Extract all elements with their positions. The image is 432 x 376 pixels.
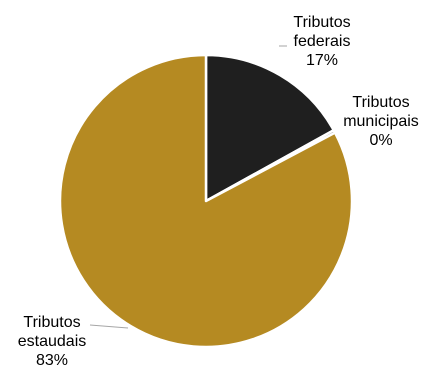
slice-tributos-federais — [204, 53, 335, 203]
slices-layer — [58, 53, 354, 349]
label-tributos-municipais-name: Tributos — [352, 94, 409, 111]
label-tributos-estaduais: Tributos estaudais 83% — [18, 314, 87, 369]
slice-tributos-estaduais — [58, 53, 354, 349]
label-tributos-estaduais-value: 83% — [36, 352, 68, 369]
leader-lines — [89, 45, 287, 329]
label-tributos-estaduais-name: Tributos — [23, 314, 80, 331]
label-tributos-estaduais-name: estaudais — [18, 333, 87, 350]
label-tributos-federais: Tributos federais 17% — [293, 14, 350, 69]
label-tributos-estaduais-leader — [89, 324, 129, 329]
label-tributos-federais-name: Tributos — [293, 14, 350, 31]
label-tributos-municipais-name: municipais — [343, 113, 419, 130]
data-labels: Tributos federais 17%Tributos municipais 0%T… — [18, 14, 419, 369]
label-tributos-municipais: Tributos municipais 0% — [343, 94, 419, 149]
label-tributos-federais-name: federais — [294, 33, 351, 50]
label-tributos-municipais-value: 0% — [369, 132, 392, 149]
label-tributos-federais-value: 17% — [306, 52, 338, 69]
